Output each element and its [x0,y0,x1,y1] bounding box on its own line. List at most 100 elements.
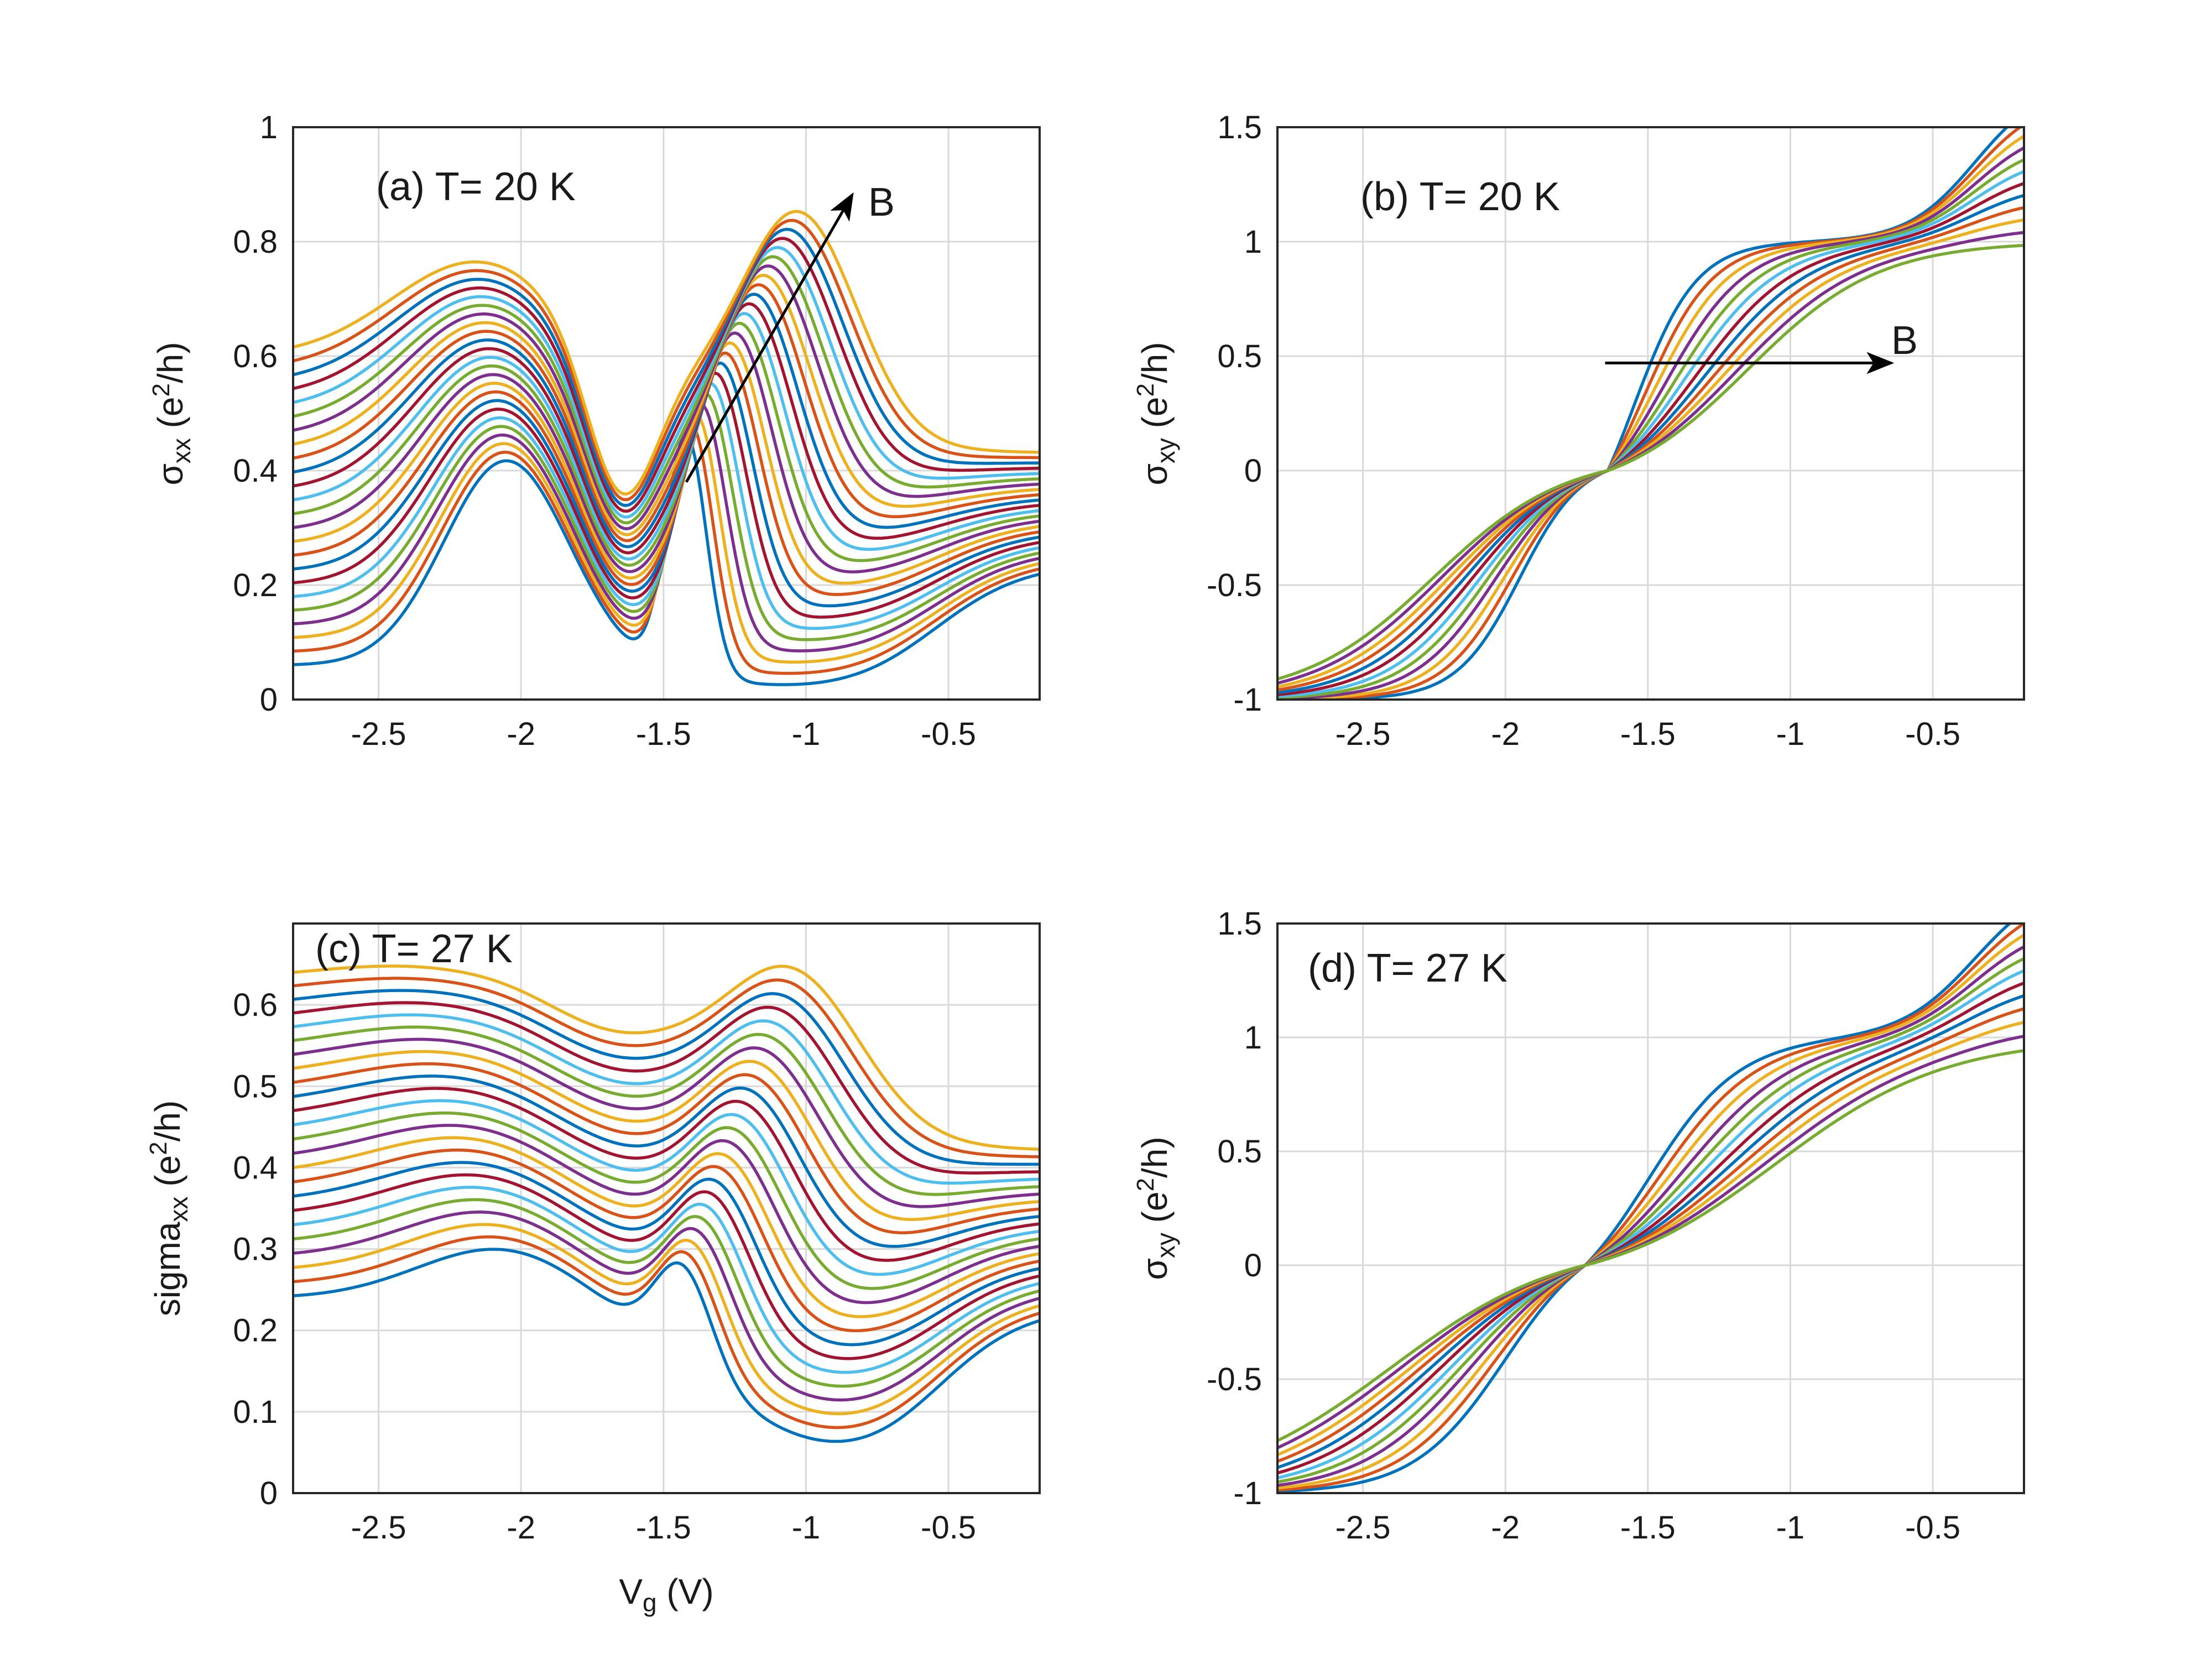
panel-c-x-tick-label: -1 [792,1510,821,1546]
panel-b-y-tick-label: 0.5 [1217,338,1262,374]
panel-d-series-line-9 [1277,1007,2024,1463]
panel-c-y-tick-label: 0 [260,1475,278,1511]
panel-c-y-tick-label: 0.6 [233,987,278,1023]
panel-c-y-tick-labels: 0 0.1 0.2 0.3 0.4 0.5 0.6 [233,987,278,1511]
panel-d-y-tick-label: 0 [1244,1248,1262,1284]
panel-b-curves [1277,127,2024,700]
panel-a: -2.5 -2 -1.5 -1 -0.5 0 0.2 0.4 0.6 0.8 1 σxx (e2/… [148,109,1041,752]
panel-b-x-tick-label: -1.5 [1620,716,1676,752]
panel-c-y-tick-label: 0.3 [233,1232,278,1267]
panel-a-series-line-22 [293,227,1040,507]
panel-a-y-tick-label: 1 [260,109,278,145]
panel-a-series-line-23 [293,218,1040,502]
panel-a-y-axis-label: σxx (e2/h) [148,342,196,485]
panel-a-x-tick-label: -2 [507,716,535,752]
panel-b-series-line-8 [1277,194,2024,695]
panel-d-series-line-2 [1277,924,2024,1492]
panel-a-y-tick-label: 0.8 [233,224,278,260]
panel-a-series-line-20 [293,246,1040,519]
panel-d-series-line-1 [1277,924,2012,1493]
panel-b-y-tick-label: 0 [1244,453,1262,489]
panel-d-x-tick-label: -1.5 [1620,1510,1676,1546]
panel-d-series-line-7 [1277,981,2024,1475]
panel-c-series-line-10 [293,1136,1040,1318]
panel-d-series-line-12 [1277,1049,2024,1442]
panel-c-series-line-13 [293,1099,1040,1276]
panel-c-x-tick-label: -2 [507,1510,535,1546]
panel-a-y-tick-label: 0 [260,682,278,718]
panel-a-series-line-10 [293,341,1040,585]
panel-c-y-tick-label: 0.2 [233,1313,278,1349]
panel-d-series-line-11 [1277,1035,2024,1449]
panel-a-series-line-17 [293,274,1040,536]
panel-b-x-tick-label: -0.5 [1905,716,1960,752]
panel-c-series-line-15 [293,1074,1040,1248]
panel-a-b-arrow [685,192,854,483]
panel-c-series-line-12 [293,1111,1040,1290]
panel-b-axes-box [1276,126,2025,701]
panel-c-series-line-11 [293,1124,1040,1305]
panel-b-x-tick-label: -2.5 [1335,716,1391,752]
panel-b-series-line-6 [1277,170,2024,698]
panel-d-y-tick-label: 1.5 [1217,906,1262,942]
panel-a-x-tick-labels: -2.5 -2 -1.5 -1 -0.5 [351,716,976,752]
panel-c-x-tick-label: -2.5 [351,1510,406,1546]
panel-a-series-line-12 [293,321,1040,567]
panel-c: -2.5 -2 -1.5 -1 -0.5 0 0.1 0.2 0.3 0.4 0.5 0.6 sig… [145,922,1041,1617]
panel-c-series-line-19 [293,1025,1040,1196]
panel-a-y-tick-label: 0.6 [233,338,278,374]
panel-c-series-line-9 [293,1148,1040,1333]
panel-d-y-tick-label: 0.5 [1217,1134,1262,1170]
panel-a-series-line-15 [293,293,1040,549]
panel-c-y-tick-label: 0.5 [233,1068,278,1104]
panel-d: -2.5 -2 -1.5 -1 -0.5 -1 -0.5 0 0.5 1 1.5 σxy (e2/… [1132,906,2025,1546]
panel-b-x-tick-labels: -2.5 -2 -1.5 -1 -0.5 [1335,716,1960,752]
panel-a-annotation: (a) T= 20 K [376,165,576,209]
panel-c-x-tick-labels: -2.5 -2 -1.5 -1 -0.5 [351,1510,976,1546]
panel-c-series-line-20 [293,1013,1040,1185]
panel-c-series-line-3 [293,1223,1040,1416]
panel-d-y-tick-label: -1 [1233,1475,1262,1511]
panel-a-curves [293,210,1040,686]
panel-d-series-line-5 [1277,957,2024,1484]
panel-a-series-line-21 [293,237,1040,513]
panel-b-series-line-4 [1277,146,2024,700]
panel-b-y-tick-labels: -1 -0.5 0 0.5 1 1.5 [1207,109,1262,718]
panel-a-x-tick-label: -1.5 [636,716,691,752]
panel-b-y-tick-label: -0.5 [1207,567,1262,603]
panel-d-x-tick-label: -1 [1776,1510,1805,1546]
panel-c-series-line-22 [293,989,1040,1166]
panel-c-series-line-14 [293,1087,1040,1262]
panel-d-y-tick-labels: -1 -0.5 0 0.5 1 1.5 [1207,906,1262,1511]
panel-c-annotation: (c) T= 27 K [315,927,513,971]
panel-a-series-line-13 [293,312,1040,561]
panel-c-series-line-24 [293,964,1040,1151]
panel-a-y-tick-label: 0.2 [233,567,278,603]
panel-d-x-tick-label: -2.5 [1335,1510,1391,1546]
panel-c-series-line-23 [293,977,1040,1159]
panel-a-arrow-label: B [868,180,895,225]
panel-c-series-line-18 [293,1037,1040,1208]
panel-d-curves [1277,924,2024,1493]
panel-c-curves [293,964,1040,1443]
panel-b-x-tick-label: -1 [1776,716,1805,752]
panel-a-series-line-14 [293,302,1040,555]
panel-b-series-line-11 [1277,231,2024,685]
panel-d-y-tick-label: -0.5 [1207,1361,1262,1397]
panel-b-y-tick-label: -1 [1233,682,1262,718]
panel-b-annotation: (b) T= 20 K [1360,175,1560,219]
panel-a-x-tick-label: -1 [792,716,821,752]
panel-c-series-line-16 [293,1062,1040,1234]
panel-c-series-line-21 [293,1001,1040,1175]
panel-c-x-tick-label: -0.5 [921,1510,976,1546]
panel-d-x-tick-label: -0.5 [1905,1510,1960,1546]
panel-b-series-line-12 [1277,243,2024,681]
panel-b-arrow-label: B [1891,319,1918,363]
panel-b-series-line-9 [1277,206,2024,692]
panel-c-series-line-2 [293,1235,1040,1430]
panel-c-x-tick-label: -1.5 [636,1510,691,1546]
panel-a-y-tick-labels: 0 0.2 0.4 0.6 0.8 1 [233,109,278,718]
panel-c-series-line-6 [293,1186,1040,1374]
panel-b-series-line-2 [1277,127,2023,700]
